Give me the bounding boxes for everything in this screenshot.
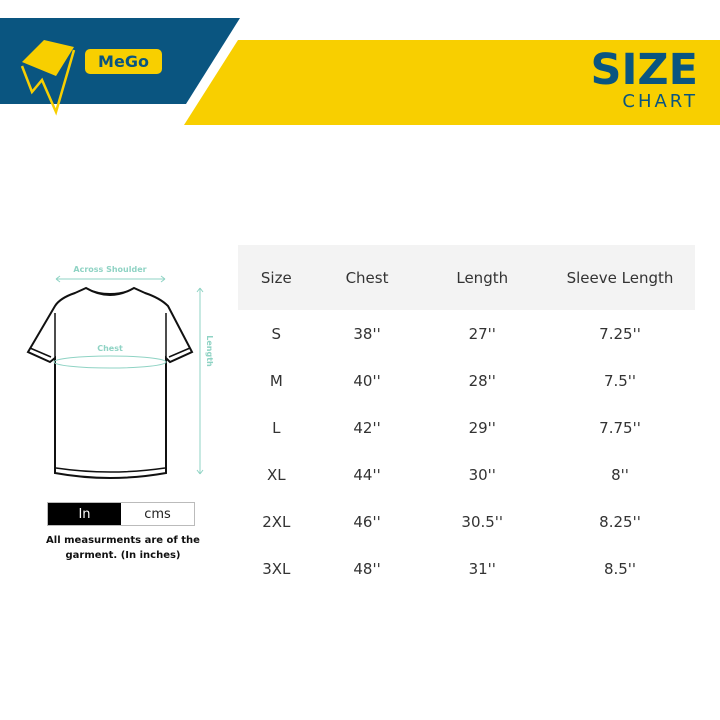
table-cell: 7.25'': [599, 324, 641, 343]
title-main: SIZE: [590, 45, 698, 95]
unit-cms-button[interactable]: cms: [144, 506, 171, 522]
table-cell: 3XL: [262, 559, 291, 578]
page-title: SIZE CHART: [590, 45, 698, 114]
header-size: Size: [238, 245, 315, 310]
length-label: Length: [205, 335, 214, 367]
unit-inches-button[interactable]: In: [48, 503, 121, 525]
table-cell: 29'': [468, 418, 496, 437]
table-cell: 7.5'': [603, 371, 637, 390]
table-row: XL 44'' 30'' 8'': [238, 451, 695, 498]
header-length: Length: [419, 245, 545, 310]
tshirt-diagram: Across Shoulder Chest Length: [26, 265, 214, 479]
table-cell: 38'': [353, 324, 381, 343]
table-cell: 7.75'': [599, 418, 641, 437]
table-cell: 44'': [353, 465, 381, 484]
title-sub: CHART: [622, 91, 698, 112]
header-chest: Chest: [314, 245, 420, 310]
table-cell: 2XL: [262, 512, 291, 531]
table-row: S 38'' 27'' 7.25'': [238, 310, 695, 357]
table-cell: 42'': [353, 418, 381, 437]
table-cell: 46'': [353, 512, 381, 531]
table-cell: 40'': [353, 371, 381, 390]
chest-label: Chest: [97, 344, 123, 353]
header-sleeve-length: Sleeve Length: [545, 245, 695, 310]
table-cell: 48'': [353, 559, 381, 578]
table-cell: M: [269, 371, 283, 390]
measurement-note: All measurments are of the garment. (In …: [46, 535, 200, 561]
table-row: 2XL 46'' 30.5'' 8.25'': [238, 498, 695, 545]
table-cell: 8'': [611, 465, 629, 484]
table-cell: 31'': [468, 559, 496, 578]
across-shoulder-label: Across Shoulder: [73, 265, 146, 274]
table-cell: 27'': [468, 324, 496, 343]
table-cell: L: [272, 418, 281, 437]
table-cell: 30'': [468, 465, 496, 484]
unit-toggle[interactable]: In cms: [47, 502, 195, 526]
mego-logo-icon: [20, 40, 76, 116]
table-row: M 40'' 28'' 7.5'': [238, 357, 695, 404]
size-chart-table: Size Chest Length Sleeve Length S 38'' 27'…: [238, 245, 695, 592]
brand-logo: MeGo: [85, 49, 162, 74]
table-row: 3XL 48'' 31'' 8.5'': [238, 545, 695, 592]
table-cell: 8.5'': [603, 559, 637, 578]
table-row: L 42'' 29'' 7.75'': [238, 404, 695, 451]
table-cell: 30.5'': [461, 512, 504, 531]
banner-yellow-band: [184, 40, 720, 125]
table-cell: 28'': [468, 371, 496, 390]
table-cell: S: [271, 324, 282, 343]
table-cell: 8.25'': [599, 512, 641, 531]
table-cell: XL: [266, 465, 286, 484]
table-header-row: Size Chest Length Sleeve Length: [238, 245, 695, 310]
